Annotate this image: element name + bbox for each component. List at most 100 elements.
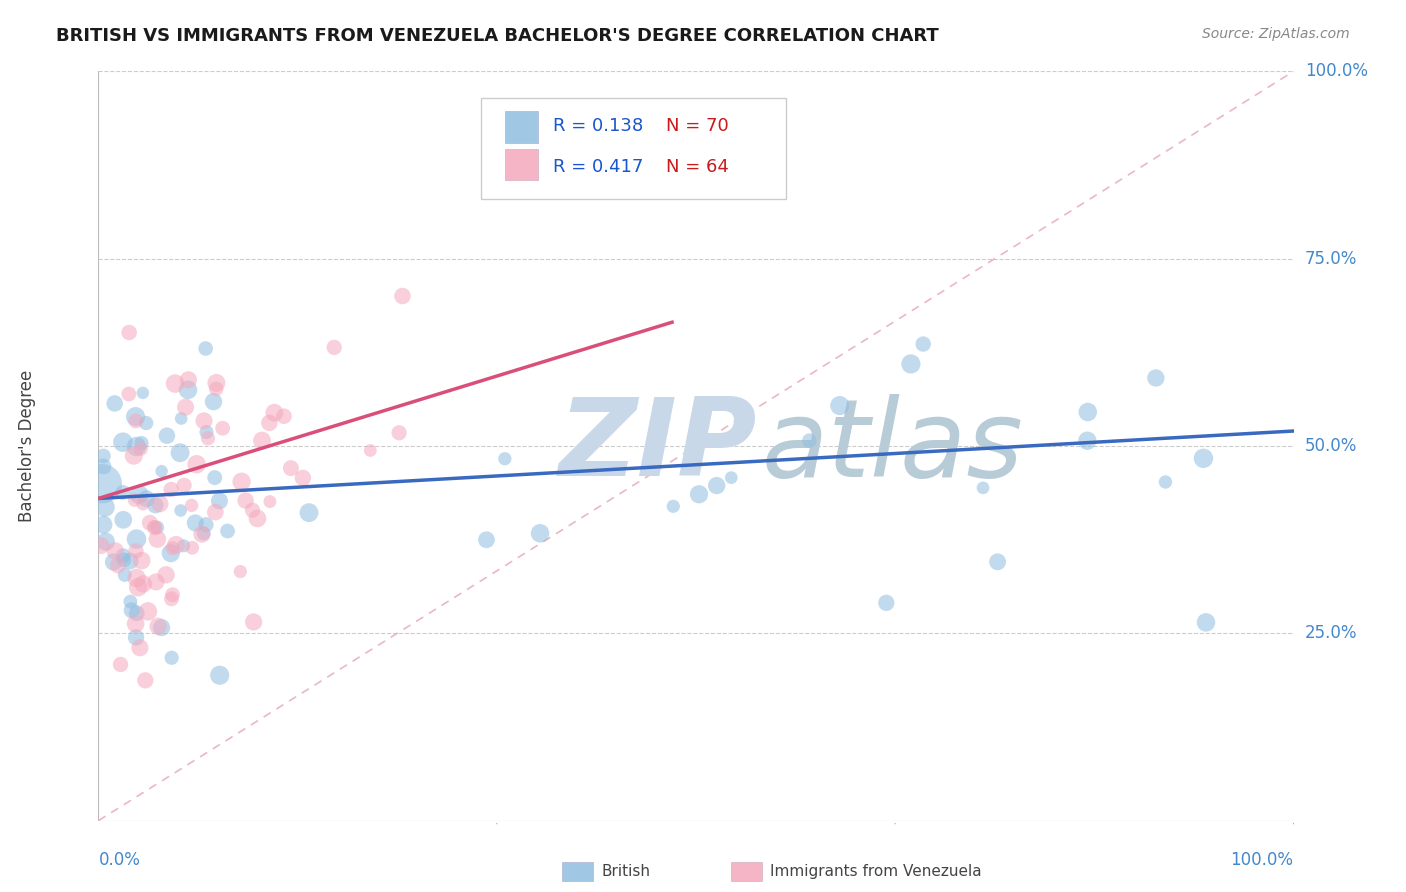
Point: [122, 449, 145, 463]
Point: [291, 471, 314, 485]
Point: [111, 435, 134, 450]
Point: [208, 668, 231, 682]
Point: [173, 539, 195, 553]
Point: [124, 409, 146, 424]
Point: [160, 591, 183, 606]
Point: [169, 446, 191, 460]
Point: [391, 289, 413, 303]
Point: [110, 657, 132, 672]
Point: [149, 497, 172, 511]
Text: ZIP: ZIP: [558, 393, 756, 499]
Point: [131, 436, 153, 450]
Point: [125, 631, 148, 645]
Point: [111, 485, 134, 500]
Point: [170, 411, 193, 425]
Point: [169, 503, 191, 517]
Point: [181, 541, 204, 555]
Point: [90, 539, 112, 553]
Point: [263, 406, 285, 420]
Point: [246, 511, 269, 525]
Point: [124, 493, 146, 508]
Point: [388, 425, 411, 440]
Text: 0.0%: 0.0%: [98, 851, 141, 869]
Point: [1076, 434, 1098, 448]
Point: [231, 475, 253, 489]
Point: [112, 549, 135, 563]
Point: [202, 394, 225, 409]
Point: [103, 555, 125, 569]
Point: [204, 505, 226, 519]
Point: [191, 527, 214, 541]
Point: [112, 513, 135, 527]
Point: [125, 532, 148, 546]
Point: [180, 499, 202, 513]
Point: [359, 443, 381, 458]
Text: R = 0.417: R = 0.417: [553, 158, 643, 176]
Point: [125, 440, 148, 454]
Text: Bachelor's Degree: Bachelor's Degree: [18, 370, 35, 522]
Point: [162, 541, 184, 556]
Point: [93, 459, 115, 474]
Point: [120, 554, 142, 568]
Point: [132, 497, 155, 511]
Text: 75.0%: 75.0%: [1305, 250, 1357, 268]
Point: [118, 326, 141, 340]
Text: N = 64: N = 64: [666, 158, 728, 176]
Point: [1144, 371, 1167, 385]
Point: [323, 340, 346, 354]
Point: [662, 500, 685, 514]
Point: [143, 520, 166, 534]
Text: Immigrants from Venezuela: Immigrants from Venezuela: [770, 864, 983, 879]
Point: [125, 544, 148, 558]
Point: [720, 470, 742, 484]
Point: [93, 449, 115, 463]
Text: atlas: atlas: [762, 393, 1024, 499]
Point: [475, 533, 498, 547]
Point: [688, 487, 710, 501]
Point: [529, 526, 551, 541]
FancyBboxPatch shape: [481, 97, 786, 199]
Point: [135, 491, 157, 506]
Point: [912, 337, 935, 351]
Point: [259, 416, 281, 430]
Point: [107, 558, 129, 573]
Point: [186, 457, 208, 471]
Point: [173, 478, 195, 492]
Point: [162, 588, 184, 602]
Bar: [505, 149, 538, 180]
Point: [94, 500, 117, 514]
Point: [139, 516, 162, 530]
Point: [250, 434, 273, 448]
Point: [273, 409, 295, 424]
Point: [972, 481, 994, 495]
Point: [280, 461, 302, 475]
Point: [112, 553, 135, 567]
Point: [205, 376, 228, 390]
Point: [146, 520, 169, 534]
Point: [193, 526, 215, 541]
Point: [900, 357, 922, 371]
Point: [132, 577, 155, 591]
Point: [235, 493, 257, 508]
Point: [1077, 405, 1099, 419]
Point: [132, 385, 155, 400]
Text: Source: ZipAtlas.com: Source: ZipAtlas.com: [1202, 27, 1350, 41]
Point: [205, 382, 228, 396]
Point: [143, 521, 166, 535]
Point: [195, 517, 218, 532]
Point: [155, 567, 177, 582]
Point: [165, 538, 187, 552]
Point: [129, 442, 152, 456]
Point: [217, 524, 239, 538]
Point: [114, 568, 136, 582]
Point: [156, 428, 179, 442]
Point: [93, 517, 115, 532]
Point: [104, 396, 127, 410]
Point: [124, 616, 146, 631]
Point: [150, 464, 173, 478]
Point: [121, 603, 143, 617]
Point: [129, 640, 152, 655]
Point: [242, 503, 264, 517]
Point: [136, 604, 159, 618]
Point: [875, 596, 897, 610]
